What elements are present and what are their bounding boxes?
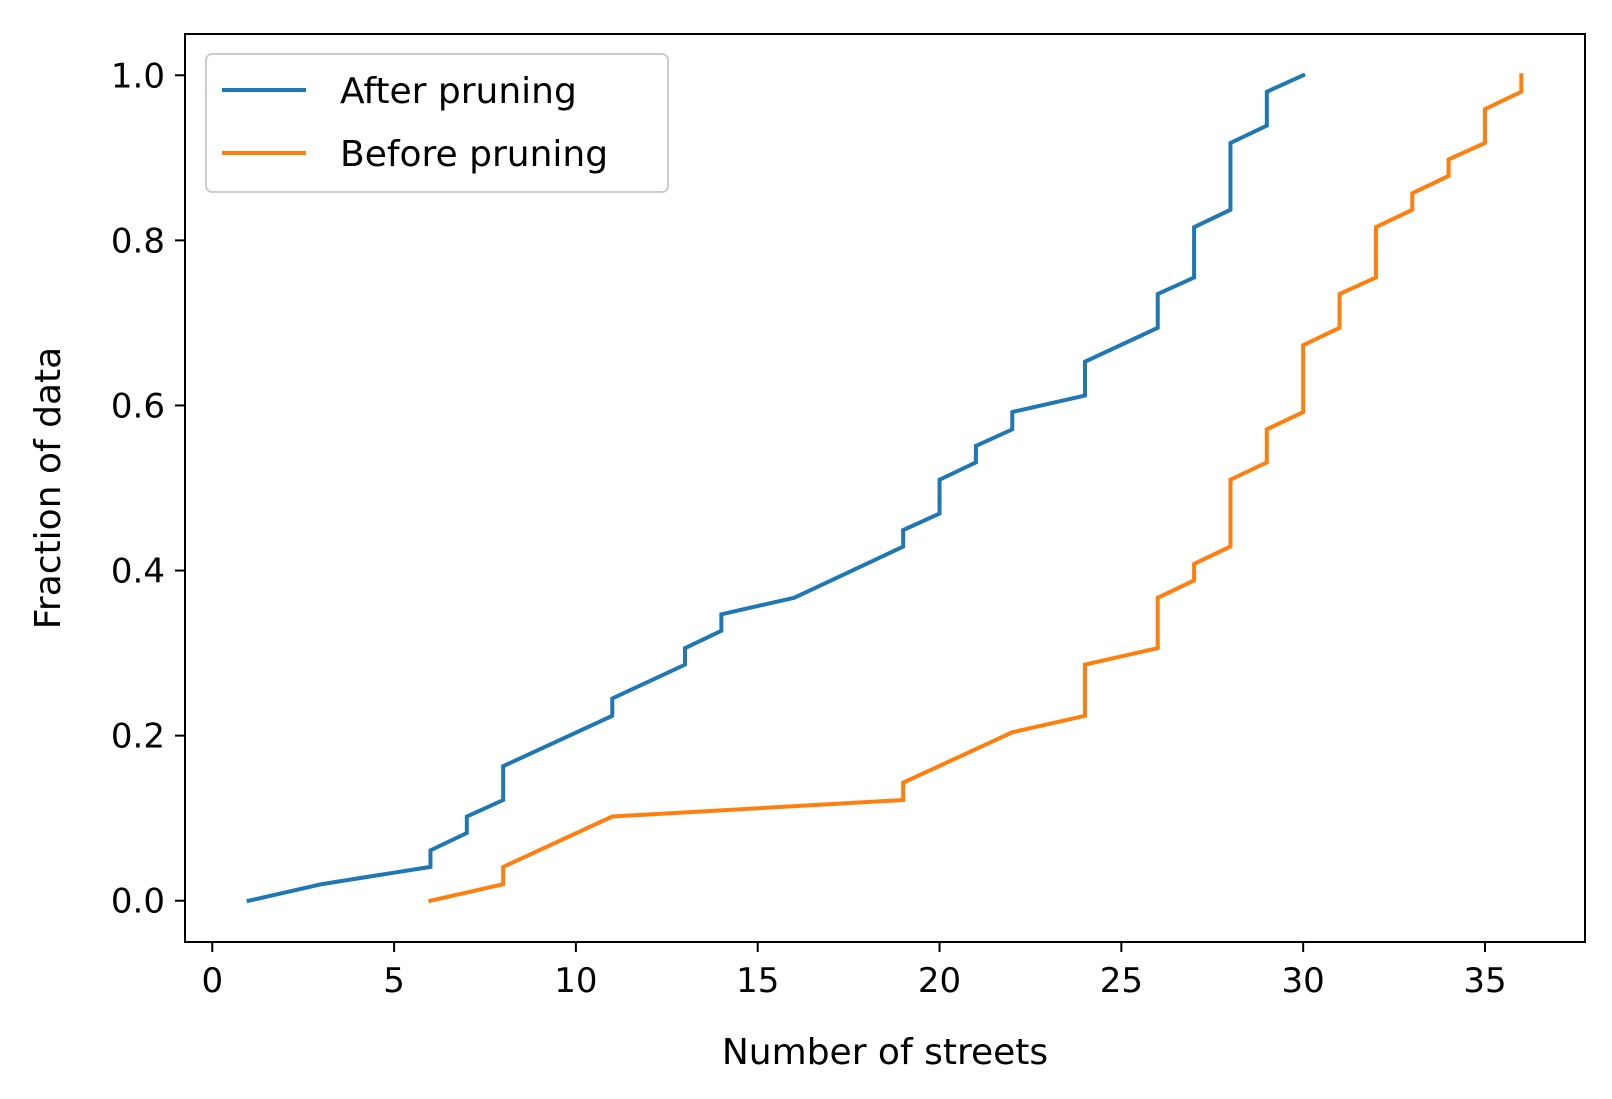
y-tick-label: 1.0 (111, 56, 165, 96)
y-tick-label: 0.2 (111, 717, 165, 757)
x-tick-label: 30 (1282, 961, 1325, 1001)
y-tick-label: 0.4 (111, 552, 165, 592)
legend-box (205, 53, 669, 193)
x-tick-label: 0 (201, 961, 223, 1001)
series-line-2 (428, 73, 1524, 904)
x-tick-label: 10 (554, 961, 597, 1001)
x-tick-label: 25 (1100, 961, 1143, 1001)
plot-area (184, 33, 1586, 943)
y-tick-label: 0.8 (111, 221, 165, 261)
y-tick-label: 0.0 (111, 882, 165, 922)
y-axis: 0.0 0.2 0.4 0.6 0.8 1.0 (111, 56, 185, 922)
x-tick-label: 20 (918, 961, 961, 1001)
x-axis: 0 5 10 15 20 25 30 35 (201, 942, 1507, 1001)
y-tick-label: 0.6 (111, 386, 165, 426)
legend-label-1: After pruning (340, 71, 577, 112)
legend: After pruning Before pruning (205, 53, 669, 193)
plot-frame (184, 33, 1586, 943)
x-tick-label: 5 (383, 961, 405, 1001)
x-axis-title: Number of streets (722, 1032, 1048, 1073)
y-axis-title: Fraction of data (28, 347, 69, 629)
series-line-1 (246, 72, 1306, 904)
x-tick-label: 35 (1463, 961, 1506, 1001)
x-tick-label: 15 (736, 961, 779, 1001)
legend-label-2: Before pruning (340, 134, 608, 175)
